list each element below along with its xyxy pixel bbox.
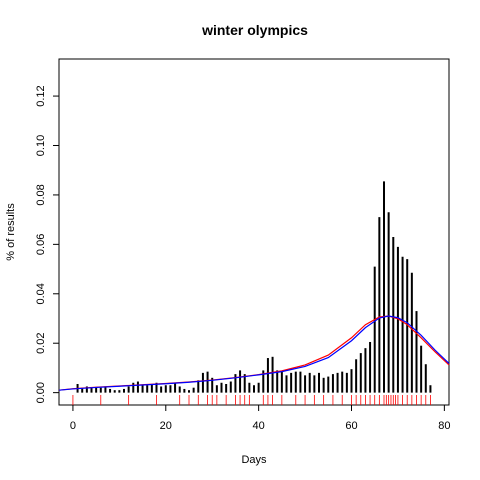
x-tick-label: 80 <box>438 420 450 432</box>
x-tick-label: 0 <box>70 420 76 432</box>
y-tick-label: 0.00 <box>35 382 47 403</box>
y-axis-label: % of results <box>5 203 17 261</box>
x-tick-label: 60 <box>345 420 357 432</box>
x-tick-label: 20 <box>160 420 172 432</box>
y-axis: 0.00 0.02 0.04 0.06 0.08 0.10 0.12 <box>35 85 59 403</box>
x-axis-label: Days <box>241 454 267 466</box>
density-curves-layer <box>58 315 450 391</box>
density-curve <box>58 315 450 391</box>
x-tick-label: 40 <box>253 420 265 432</box>
plot-frame <box>58 58 450 406</box>
rug-layer <box>72 395 431 405</box>
y-tick-label: 0.10 <box>35 135 47 156</box>
y-tick-label: 0.06 <box>35 234 47 255</box>
y-tick-label: 0.04 <box>35 283 47 304</box>
bars-layer <box>76 181 432 393</box>
y-tick-label: 0.08 <box>35 184 47 205</box>
chart-title: winter olympics <box>201 22 308 38</box>
x-axis: 0 20 40 60 80 <box>70 405 450 432</box>
y-tick-label: 0.12 <box>35 85 47 106</box>
y-tick-label: 0.02 <box>35 333 47 354</box>
